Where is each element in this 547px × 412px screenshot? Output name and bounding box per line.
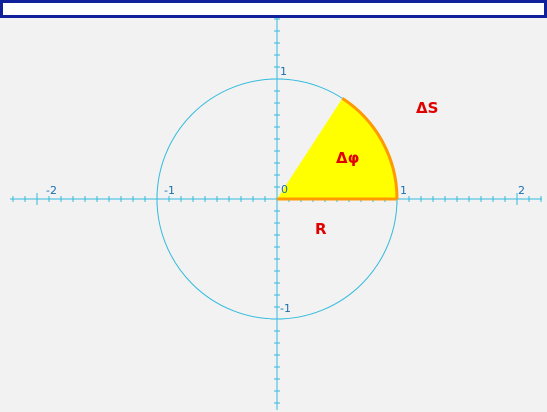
sector (277, 98, 397, 199)
arc-label: ΔS (416, 99, 438, 117)
radius-label: R (315, 220, 327, 238)
title-bar (0, 0, 547, 18)
origin-label: 0 (281, 183, 288, 196)
y-label: 1 (280, 65, 287, 78)
y-label: -1 (280, 302, 291, 315)
x-label: 1 (400, 184, 407, 197)
arc (341, 97, 399, 200)
angle-label: Δφ (336, 149, 359, 167)
x-label: 2 (518, 184, 525, 197)
x-label: -2 (46, 184, 57, 197)
x-label: -1 (164, 184, 175, 197)
